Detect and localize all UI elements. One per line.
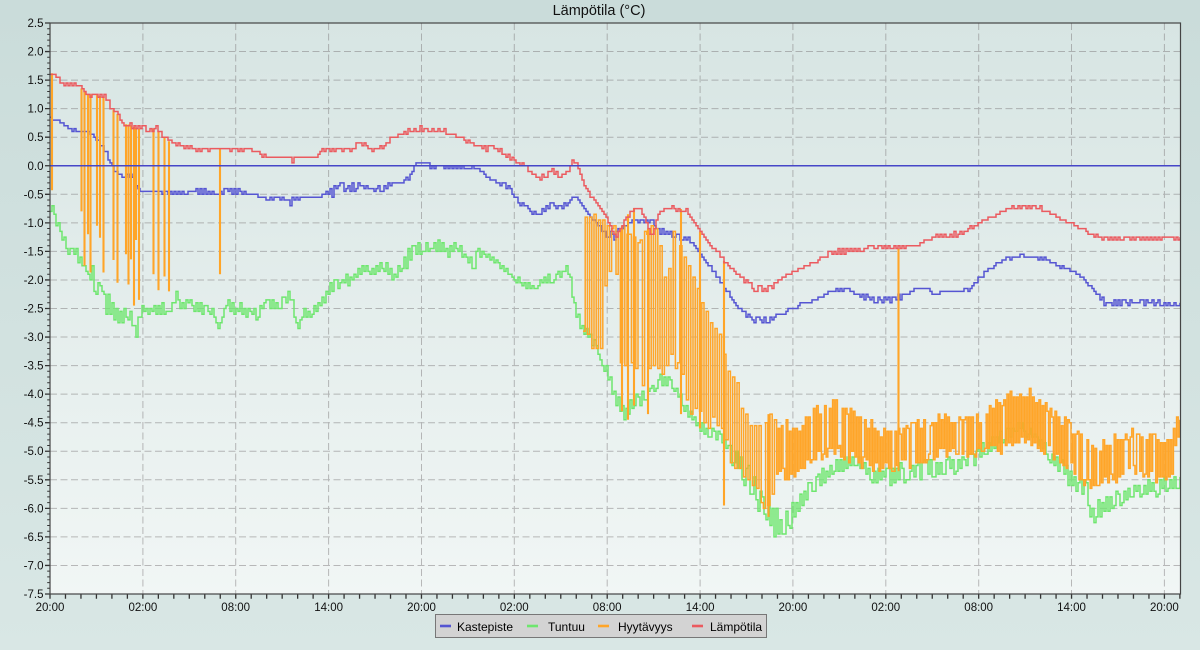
svg-text:02:00: 02:00 <box>500 602 529 614</box>
svg-text:0.0: 0.0 <box>28 161 44 173</box>
svg-text:2.0: 2.0 <box>28 47 44 59</box>
svg-text:14:00: 14:00 <box>314 602 343 614</box>
svg-text:-5.0: -5.0 <box>24 446 44 458</box>
svg-text:Tuntuu: Tuntuu <box>548 620 585 634</box>
svg-text:-4.5: -4.5 <box>24 418 44 430</box>
svg-text:1.5: 1.5 <box>28 75 44 87</box>
svg-text:-3.5: -3.5 <box>24 361 44 373</box>
svg-text:-1.5: -1.5 <box>24 246 44 258</box>
svg-text:08:00: 08:00 <box>593 602 622 614</box>
svg-text:14:00: 14:00 <box>1057 602 1086 614</box>
svg-text:20:00: 20:00 <box>779 602 808 614</box>
svg-text:-7.0: -7.0 <box>24 561 44 573</box>
svg-text:-7.5: -7.5 <box>24 589 44 601</box>
svg-text:1.0: 1.0 <box>28 104 44 116</box>
svg-text:2.5: 2.5 <box>28 18 44 30</box>
svg-text:-3.0: -3.0 <box>24 332 44 344</box>
svg-text:-4.0: -4.0 <box>24 389 44 401</box>
svg-text:20:00: 20:00 <box>407 602 436 614</box>
svg-text:-2.0: -2.0 <box>24 275 44 287</box>
svg-text:08:00: 08:00 <box>964 602 993 614</box>
svg-text:-6.0: -6.0 <box>24 503 44 515</box>
svg-text:-1.0: -1.0 <box>24 218 44 230</box>
svg-text:Lämpötila (°C): Lämpötila (°C) <box>553 3 646 19</box>
svg-text:20:00: 20:00 <box>1150 602 1179 614</box>
svg-text:Lämpötila: Lämpötila <box>710 620 762 634</box>
svg-text:14:00: 14:00 <box>686 602 715 614</box>
svg-text:Kastepiste: Kastepiste <box>457 620 513 634</box>
svg-text:-2.5: -2.5 <box>24 304 44 316</box>
svg-text:02:00: 02:00 <box>129 602 158 614</box>
svg-text:02:00: 02:00 <box>871 602 900 614</box>
svg-text:08:00: 08:00 <box>221 602 250 614</box>
svg-text:-5.5: -5.5 <box>24 475 44 487</box>
svg-text:0.5: 0.5 <box>28 132 44 144</box>
svg-text:-0.5: -0.5 <box>24 189 44 201</box>
svg-text:Hyytävyys: Hyytävyys <box>618 620 673 634</box>
svg-text:20:00: 20:00 <box>36 602 65 614</box>
svg-text:-6.5: -6.5 <box>24 532 44 544</box>
